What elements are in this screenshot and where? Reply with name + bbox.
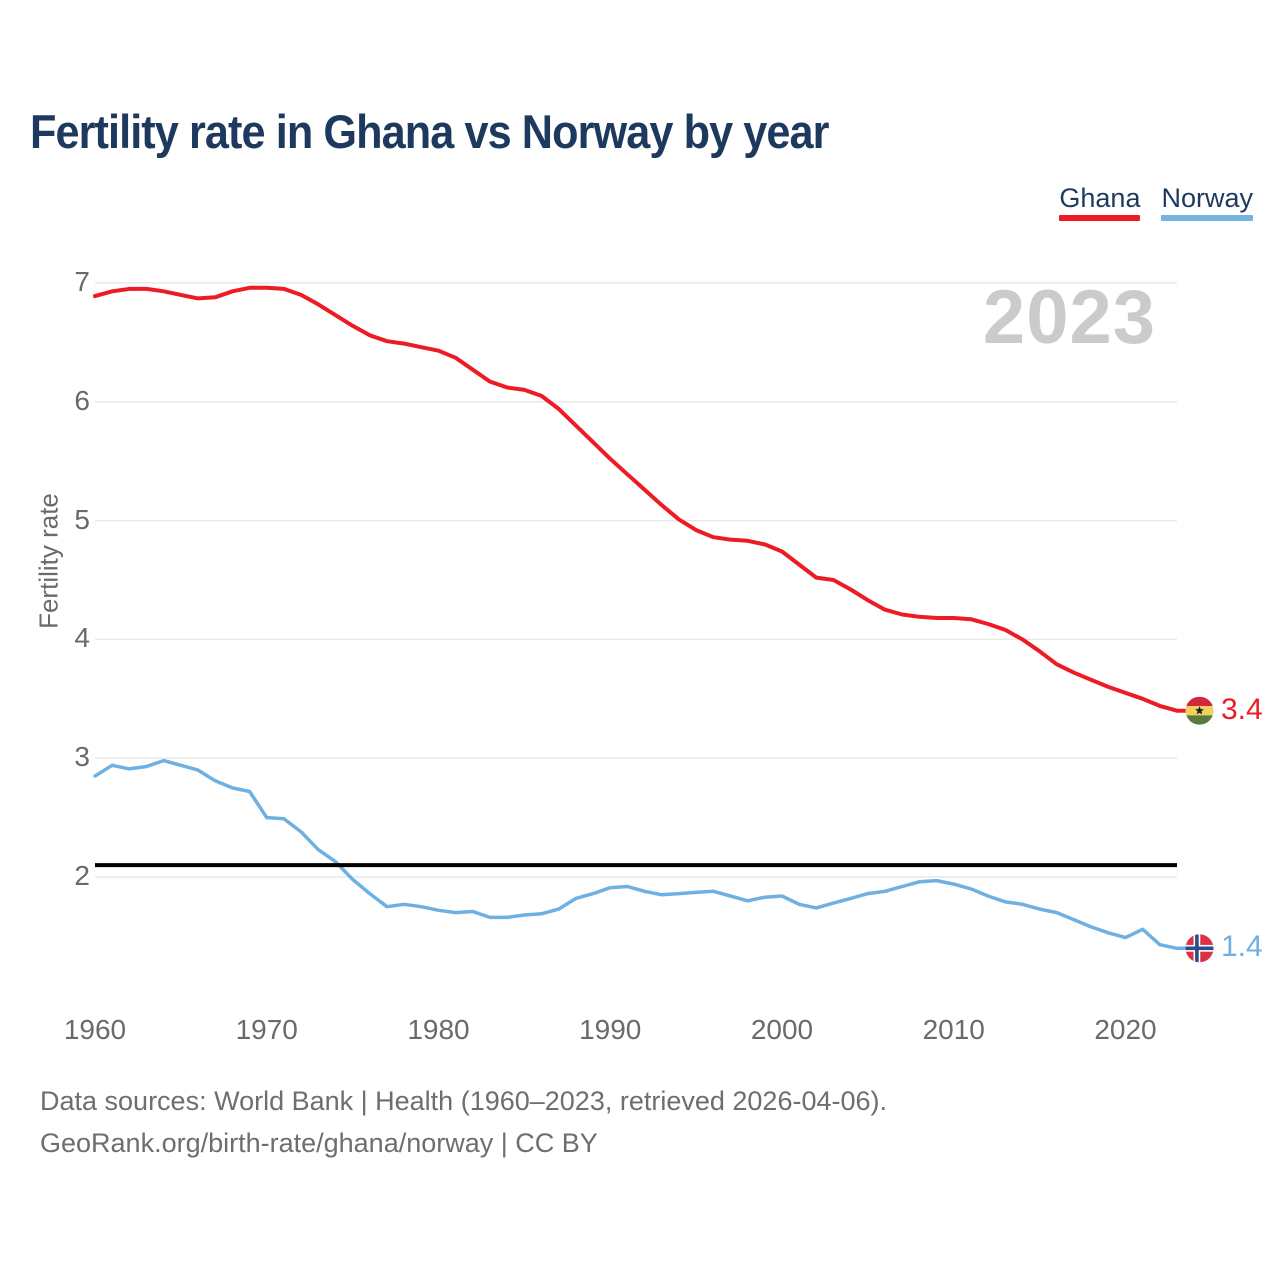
gridlines (95, 282, 1177, 878)
page-title: Fertility rate in Ghana vs Norway by yea… (30, 105, 830, 158)
legend-norway-label: Norway (1161, 183, 1253, 213)
norway-end-value: 1.4 (1221, 930, 1263, 964)
x-tick-label: 2020 (1094, 1014, 1157, 1045)
y-tick-label: 2 (74, 860, 90, 891)
y-tick-label: 6 (74, 384, 90, 416)
y-tick-label: 7 (74, 266, 90, 297)
x-tick-label: 2010 (922, 1014, 985, 1045)
legend-ghana-underline (1059, 215, 1141, 221)
y-tick-label: 4 (74, 622, 90, 654)
x-tick-label: 1960 (63, 1014, 127, 1045)
footer-source-line: Data sources: World Bank | Health (1960–… (40, 1086, 887, 1116)
series-norway-line (93, 758, 1202, 951)
legend-norway-underline (1161, 215, 1253, 221)
footer-attribution-line: GeoRank.org/birth-rate/ghana/norway | CC… (40, 1128, 598, 1158)
legend-ghana-label: Ghana (1059, 183, 1141, 213)
norway-flag-icon (1185, 934, 1214, 963)
x-tick-label: 1980 (407, 1014, 470, 1045)
x-tick-label: 2000 (750, 1014, 814, 1045)
legend: Ghana Norway (1059, 184, 1253, 221)
y-tick-label: 5 (74, 503, 90, 535)
legend-item-ghana[interactable]: Ghana (1059, 183, 1141, 221)
y-tick-label: 3 (74, 741, 90, 773)
ghana-end-value: 3.4 (1221, 692, 1263, 726)
ghana-flag-icon (1185, 696, 1214, 725)
watermark-year: 2023 (982, 275, 1156, 360)
x-tick-label: 1970 (235, 1014, 298, 1045)
legend-item-norway[interactable]: Norway (1161, 184, 1253, 221)
footer: Data sources: World Bank | Health (1960–… (40, 1080, 887, 1164)
x-tick-label: 1990 (579, 1014, 642, 1045)
series-ghana-line (93, 285, 1202, 713)
